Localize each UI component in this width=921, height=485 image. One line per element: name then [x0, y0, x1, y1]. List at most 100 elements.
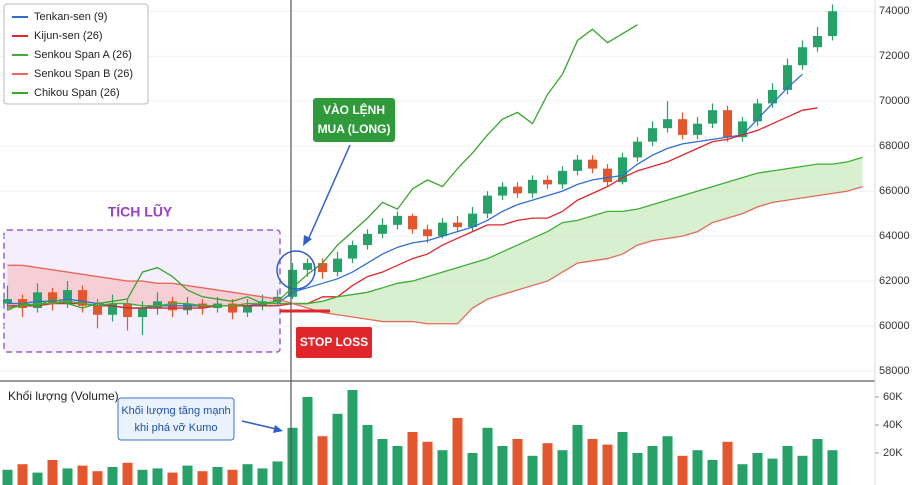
kumo-cloud	[757, 170, 773, 207]
volume-note: khi phá vỡ Kumo	[134, 422, 217, 434]
volume-bar	[587, 439, 598, 485]
stop-loss-label: STOP LOSS	[300, 335, 368, 349]
y-tick-label: 60K	[883, 391, 903, 403]
entry-box	[313, 98, 395, 142]
volume-bar	[317, 436, 328, 485]
stop-loss-box	[296, 327, 372, 358]
legend-box	[3, 3, 149, 105]
volume-bar	[572, 425, 583, 485]
kumo-cloud	[382, 283, 398, 322]
candle-body	[783, 65, 792, 90]
candle-body	[558, 170, 567, 185]
kumo-cloud	[652, 200, 668, 241]
entry-label: MUA (LONG)	[318, 122, 391, 136]
volume-arrow	[241, 420, 277, 430]
indicator-line	[7, 156, 863, 309]
volume-bar	[17, 464, 28, 485]
kumo-cloud	[667, 195, 683, 239]
kumo-cloud	[142, 281, 158, 306]
candle-body	[723, 110, 732, 138]
kumo-cloud	[562, 220, 578, 273]
legend-label: Kijun-sen (26)	[34, 30, 102, 42]
volume-note: Khối lượng tăng mạnh	[121, 405, 230, 417]
volume-bar	[152, 468, 163, 485]
candle-body	[528, 179, 537, 194]
candle-body	[123, 303, 132, 318]
kumo-cloud	[712, 182, 728, 223]
volume-bar	[707, 460, 718, 485]
y-tick-label: 64000	[879, 230, 910, 242]
volume-bar	[302, 397, 313, 485]
volume-bar	[527, 455, 538, 485]
kumo-cloud	[97, 276, 113, 306]
candle-body	[393, 215, 402, 225]
candle-body	[3, 299, 12, 304]
kumo-cloud	[442, 267, 458, 324]
volume-bar	[767, 458, 778, 485]
candle-body	[288, 269, 297, 297]
candle-body	[333, 258, 342, 273]
y-tick-label: 58000	[879, 365, 910, 377]
y-tick-label: 70000	[879, 95, 910, 107]
candle-body	[378, 224, 387, 234]
volume-bar	[227, 469, 238, 485]
candle-body	[633, 141, 642, 158]
kumo-cloud	[487, 251, 503, 300]
volume-bar	[347, 390, 358, 485]
volume-bar	[197, 471, 208, 485]
y-tick-label: 40K	[883, 419, 903, 431]
kumo-cloud	[217, 290, 233, 306]
kumo-cloud	[787, 166, 803, 201]
candle-body	[228, 303, 237, 313]
kumo-cloud	[517, 238, 533, 291]
candle-body	[588, 159, 597, 169]
kumo-cloud	[367, 287, 383, 322]
kumo-cloud	[622, 209, 638, 255]
volume-bar	[467, 453, 478, 485]
candle-body	[738, 121, 747, 138]
volume-bar	[452, 418, 463, 485]
kumo-cloud	[457, 263, 473, 324]
kumo-cloud	[817, 164, 833, 196]
volume-bar	[287, 427, 298, 485]
volume-bar	[92, 471, 103, 485]
candle-body	[798, 47, 807, 66]
volume-bar	[107, 467, 118, 485]
legend-label: Tenkan-sen (9)	[34, 11, 107, 23]
kumo-cloud	[337, 294, 353, 318]
volume-title: Khối lượng (Volume)	[8, 389, 119, 403]
volume-bar	[32, 472, 43, 485]
accumulation-label: TÍCH LŨY	[108, 203, 173, 220]
kumo-cloud	[802, 164, 818, 198]
candle-body	[543, 179, 552, 185]
volume-bar	[2, 469, 13, 485]
candle-body	[243, 305, 252, 313]
volume-bar	[647, 446, 658, 485]
y-tick-label: 20K	[883, 447, 903, 459]
volume-bar	[752, 453, 763, 485]
candle-body	[678, 119, 687, 135]
volume-bar	[617, 432, 628, 485]
volume-bar	[482, 427, 493, 485]
candle-body	[573, 159, 582, 171]
candle-body	[603, 168, 612, 183]
volume-bar	[722, 441, 733, 485]
volume-bar	[407, 432, 418, 485]
candle-body	[78, 290, 87, 306]
candle-body	[108, 303, 117, 315]
volume-note-box	[117, 397, 235, 441]
y-tick-label: 68000	[879, 140, 910, 152]
legend-label: Senkou Span B (26)	[34, 68, 133, 80]
kumo-cloud	[7, 265, 23, 309]
candle-body	[63, 290, 72, 304]
arrow-head	[273, 425, 283, 433]
kumo-cloud	[697, 186, 713, 232]
candle-body	[618, 157, 627, 183]
volume-bar	[137, 469, 148, 485]
candle-body	[483, 195, 492, 214]
volume-bar	[47, 460, 58, 485]
candle-body	[663, 119, 672, 129]
volume-bar	[677, 455, 688, 485]
volume-bar	[782, 446, 793, 485]
